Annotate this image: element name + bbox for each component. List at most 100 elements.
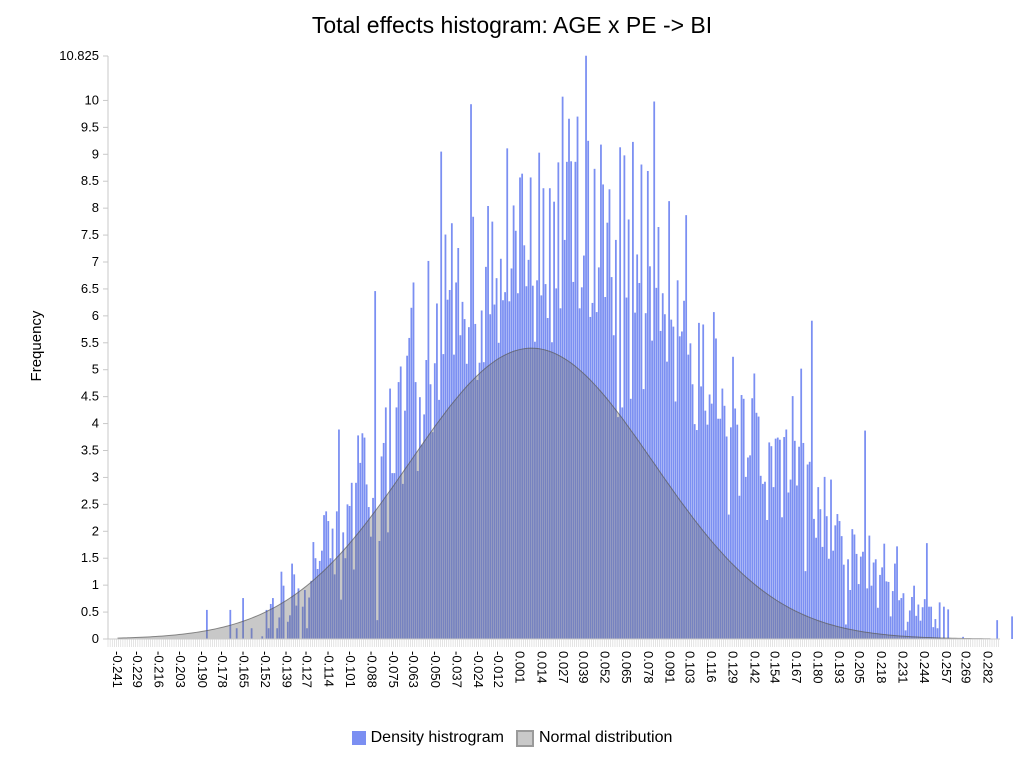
- histogram-bar: [934, 619, 937, 639]
- histogram-bar: [587, 140, 590, 639]
- histogram-bar: [250, 628, 253, 639]
- histogram-bar: [678, 336, 681, 639]
- histogram-bar: [819, 509, 822, 639]
- histogram-bar: [847, 559, 849, 639]
- histogram-bar: [925, 543, 928, 639]
- histogram-bar: [827, 558, 830, 639]
- histogram-bar: [459, 335, 462, 639]
- histogram-bar: [318, 560, 321, 639]
- histogram-bar: [527, 259, 530, 639]
- histogram-bar: [761, 483, 764, 639]
- histogram-bar: [519, 177, 521, 639]
- histogram-bar: [551, 342, 553, 639]
- histogram-bar: [506, 148, 509, 640]
- histogram-bar: [730, 427, 732, 639]
- histogram-bar: [395, 407, 398, 639]
- histogram-bar: [898, 600, 901, 639]
- histogram-bar: [785, 429, 788, 639]
- histogram-bar: [310, 580, 313, 639]
- histogram-bar: [644, 313, 647, 639]
- histogram-bar: [393, 473, 396, 639]
- histogram-bar: [879, 574, 881, 639]
- x-tick-label: 0.193: [832, 651, 847, 684]
- histogram-bar: [862, 551, 864, 639]
- histogram-bar: [753, 373, 756, 639]
- histogram-bar: [840, 536, 843, 639]
- histogram-bar: [425, 360, 428, 639]
- histogram-bar: [610, 277, 613, 639]
- histogram-bar: [906, 621, 909, 639]
- histogram-bar: [548, 188, 551, 639]
- x-tick-label: -0.203: [173, 651, 188, 688]
- histogram-bar: [962, 636, 964, 639]
- y-tick-label: 5.5: [81, 335, 99, 350]
- histogram-bar: [712, 312, 715, 639]
- legend-item-histogram[interactable]: Density histrogram: [351, 729, 504, 747]
- histogram-bar: [384, 407, 387, 639]
- histogram-bar: [423, 414, 426, 639]
- histogram-bar: [706, 424, 709, 639]
- histogram-bar: [278, 617, 281, 639]
- histogram-bar: [297, 588, 300, 639]
- histogram-bar: [578, 308, 581, 639]
- x-tick-label: 0.167: [789, 651, 804, 684]
- histogram-bar: [612, 335, 615, 639]
- histogram-bar: [282, 585, 285, 639]
- x-tick-label: 0.244: [917, 651, 932, 684]
- histogram-bar: [442, 354, 445, 639]
- y-tick-label: 8: [92, 200, 99, 215]
- x-tick-label: -0.024: [471, 651, 486, 688]
- histogram-bar: [917, 604, 920, 639]
- histogram-bar: [817, 487, 820, 639]
- histogram-bar: [881, 567, 884, 639]
- histogram-bar: [308, 597, 311, 639]
- histogram-bar: [427, 260, 430, 639]
- histogram-bar: [836, 514, 839, 639]
- histogram-bar: [996, 620, 999, 639]
- histogram-bar: [572, 281, 575, 639]
- histogram-bar: [832, 550, 835, 639]
- histogram-bar: [557, 162, 560, 639]
- histogram-bar: [448, 290, 451, 639]
- histogram-bar: [838, 521, 841, 639]
- histogram-bar: [531, 285, 534, 639]
- histogram-bar: [710, 403, 713, 639]
- y-tick-label: 9: [92, 146, 99, 161]
- x-tick-label: 0.027: [556, 651, 571, 684]
- x-tick-label: 0.154: [767, 651, 782, 684]
- x-tick-label: 0.257: [939, 651, 954, 684]
- y-axis-title: Frequency: [28, 310, 45, 381]
- histogram-bar: [676, 280, 679, 639]
- chart-title: Total effects histogram: AGE x PE -> BI: [311, 12, 713, 38]
- histogram-bar: [857, 584, 860, 639]
- histogram-bar: [597, 267, 600, 639]
- histogram-bar: [727, 514, 730, 639]
- x-tick-label: 0.142: [747, 651, 762, 684]
- histogram-bar: [455, 282, 457, 639]
- histogram-bar: [717, 418, 719, 639]
- histogram-bar: [205, 609, 208, 639]
- histogram-bar: [853, 534, 856, 639]
- legend-item-normal[interactable]: Normal distribution: [515, 729, 672, 747]
- histogram-bar: [306, 628, 308, 639]
- histogram-bar: [516, 293, 519, 639]
- histogram-bar: [444, 234, 447, 640]
- histogram-bar: [798, 446, 800, 639]
- histogram-bar: [333, 574, 336, 639]
- histogram-bar: [593, 168, 596, 639]
- histogram-bar: [674, 401, 677, 639]
- x-tick-label: 0.052: [598, 651, 613, 684]
- histogram-bar: [478, 362, 481, 639]
- histogram-bar: [370, 536, 372, 639]
- histogram-bar: [491, 221, 494, 640]
- histogram-bar: [606, 222, 609, 639]
- histogram-bar: [789, 479, 792, 639]
- histogram-bar: [399, 366, 402, 639]
- histogram-bar: [406, 355, 408, 639]
- histogram-bar: [591, 302, 594, 639]
- histogram-bar: [864, 430, 866, 639]
- histogram-bar: [463, 319, 466, 639]
- histogram-bar: [269, 603, 272, 639]
- histogram-bar: [702, 324, 705, 639]
